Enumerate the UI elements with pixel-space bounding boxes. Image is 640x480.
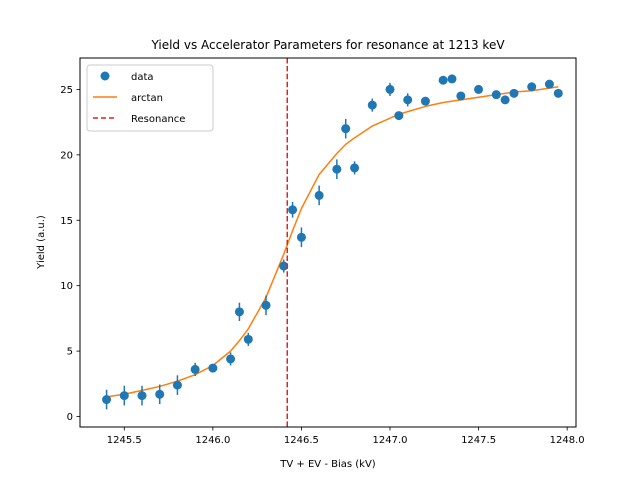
chart-title: Yield vs Accelerator Parameters for reso…	[150, 38, 505, 52]
y-tick-label: 20	[60, 150, 73, 161]
data-point	[243, 334, 253, 344]
data-point	[155, 389, 165, 399]
x-tick-label: 1246.0	[195, 435, 230, 446]
legend-label-resonance: Resonance	[131, 114, 185, 125]
x-tick-label: 1246.5	[284, 435, 319, 446]
data-point	[226, 354, 236, 364]
data-point	[332, 164, 342, 174]
y-axis: 0 5 10 15 20 25	[60, 85, 80, 423]
data-point	[500, 95, 510, 105]
x-axis: 1245.5 1246.0 1246.5 1247.0 1247.5 1248.0	[107, 427, 585, 446]
x-axis-title: TV + EV - Bias (kV)	[279, 459, 375, 470]
data-point	[119, 391, 129, 401]
data-point	[279, 261, 289, 271]
data-point	[190, 364, 200, 374]
data-point	[341, 124, 351, 134]
data-point	[420, 96, 430, 106]
data-point	[208, 363, 218, 373]
x-tick-label: 1247.5	[461, 435, 496, 446]
x-tick-label: 1245.5	[107, 435, 142, 446]
data-point	[544, 79, 554, 89]
data-point	[394, 111, 404, 121]
legend-label-data: data	[131, 72, 154, 83]
data-point	[234, 307, 244, 317]
legend-label-arctan: arctan	[131, 93, 163, 104]
data-point	[261, 300, 271, 310]
legend-marker-data	[100, 71, 110, 81]
series-layer	[102, 58, 563, 427]
data-point	[474, 84, 484, 94]
data-point	[102, 395, 112, 405]
data-point	[367, 100, 377, 110]
data-point	[447, 74, 457, 84]
data-point	[456, 91, 466, 101]
data-point	[296, 232, 306, 242]
y-tick-label: 10	[60, 281, 73, 292]
y-tick-label: 5	[67, 347, 73, 358]
data-point	[288, 205, 298, 215]
y-tick-label: 25	[60, 85, 73, 96]
data-point	[403, 95, 413, 105]
data-point	[350, 163, 360, 173]
legend-item-resonance: Resonance	[93, 114, 185, 125]
x-tick-label: 1247.0	[373, 435, 408, 446]
data-point	[491, 90, 501, 100]
data-point	[553, 88, 563, 98]
legend-box	[86, 64, 214, 132]
legend-item-arctan: arctan	[93, 93, 163, 104]
legend: data arctan Resonance	[86, 64, 214, 132]
y-axis-title: Yield (a.u.)	[36, 215, 47, 270]
y-tick-label: 0	[67, 412, 73, 423]
data-point	[137, 391, 147, 401]
data-point	[527, 82, 537, 92]
x-tick-label: 1248.0	[550, 435, 585, 446]
legend-item-data: data	[100, 71, 154, 83]
data-point	[509, 88, 519, 98]
data-point	[438, 75, 448, 85]
y-tick-label: 15	[60, 216, 73, 227]
data-point	[385, 84, 395, 94]
plot-border	[79, 57, 577, 428]
data-point	[314, 190, 324, 200]
data-point	[172, 380, 182, 390]
